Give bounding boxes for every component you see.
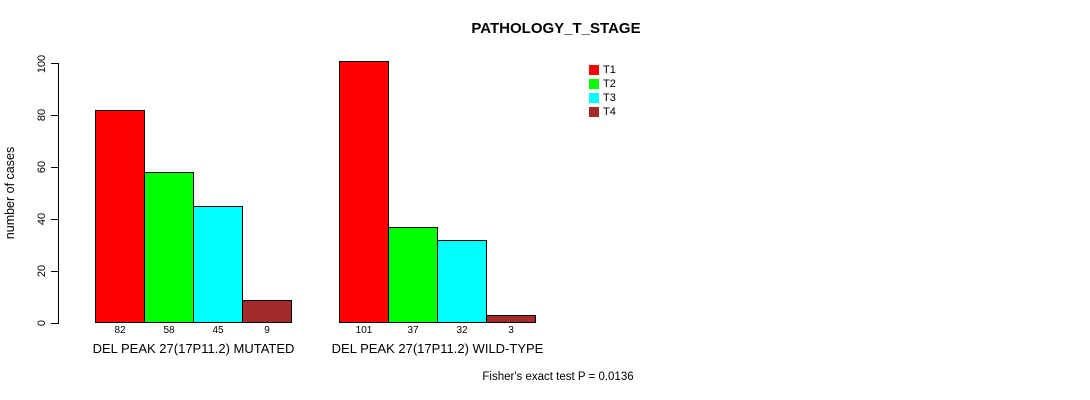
- y-axis-tick: [51, 218, 59, 220]
- y-axis-tick: [51, 322, 59, 324]
- bar-group1-t4: [242, 300, 292, 323]
- y-axis-line: [58, 63, 59, 324]
- legend-label-t2: T2: [603, 78, 616, 90]
- y-axis-tick-label: 20: [36, 264, 48, 278]
- legend-label-t4: T4: [603, 106, 616, 118]
- bar-group2-t2: [388, 227, 438, 323]
- bar-value-label: 32: [456, 325, 468, 336]
- legend-swatch-t4: [589, 107, 599, 117]
- x-axis-group-label: DEL PEAK 27(17P11.2) WILD-TYPE: [331, 341, 544, 356]
- bar-value-label: 3: [508, 325, 514, 336]
- y-axis-tick-label: 0: [36, 319, 48, 327]
- bar-group1-t1: [95, 110, 145, 323]
- y-axis-tick: [51, 63, 59, 64]
- fisher-test-annotation: Fisher's exact test P = 0.0136: [482, 371, 634, 383]
- bar-value-label: 101: [355, 325, 373, 336]
- bar-value-label: 82: [114, 325, 126, 336]
- bar-value-label: 58: [163, 325, 175, 336]
- chart-title: PATHOLOGY_T_STAGE: [471, 20, 641, 37]
- y-axis-label: number of cases: [3, 146, 17, 240]
- legend-swatch-t2: [589, 79, 599, 89]
- bar-group2-t3: [437, 240, 487, 323]
- bar-value-label: 9: [264, 325, 270, 336]
- legend-swatch-t1: [589, 65, 599, 75]
- y-axis-tick: [51, 114, 59, 116]
- legend-label-t1: T1: [603, 64, 616, 76]
- bar-value-label: 45: [212, 325, 224, 336]
- y-axis-tick-label: 80: [36, 109, 48, 122]
- x-axis-group-label: DEL PEAK 27(17P11.2) MUTATED: [92, 341, 295, 356]
- bar-group1-t2: [144, 172, 194, 323]
- bar-group2-t4: [486, 315, 536, 323]
- bar-group1-t3: [193, 206, 243, 323]
- y-axis-tick-label: 100: [36, 54, 48, 73]
- y-axis-tick: [51, 166, 59, 168]
- bar-group2-t1: [339, 61, 389, 323]
- legend-swatch-t3: [589, 93, 599, 103]
- y-axis-tick: [51, 270, 59, 272]
- bar-value-label: 37: [407, 325, 419, 336]
- legend-label-t3: T3: [603, 92, 616, 104]
- y-axis-tick-label: 60: [36, 161, 48, 174]
- y-axis-tick-label: 40: [36, 213, 48, 226]
